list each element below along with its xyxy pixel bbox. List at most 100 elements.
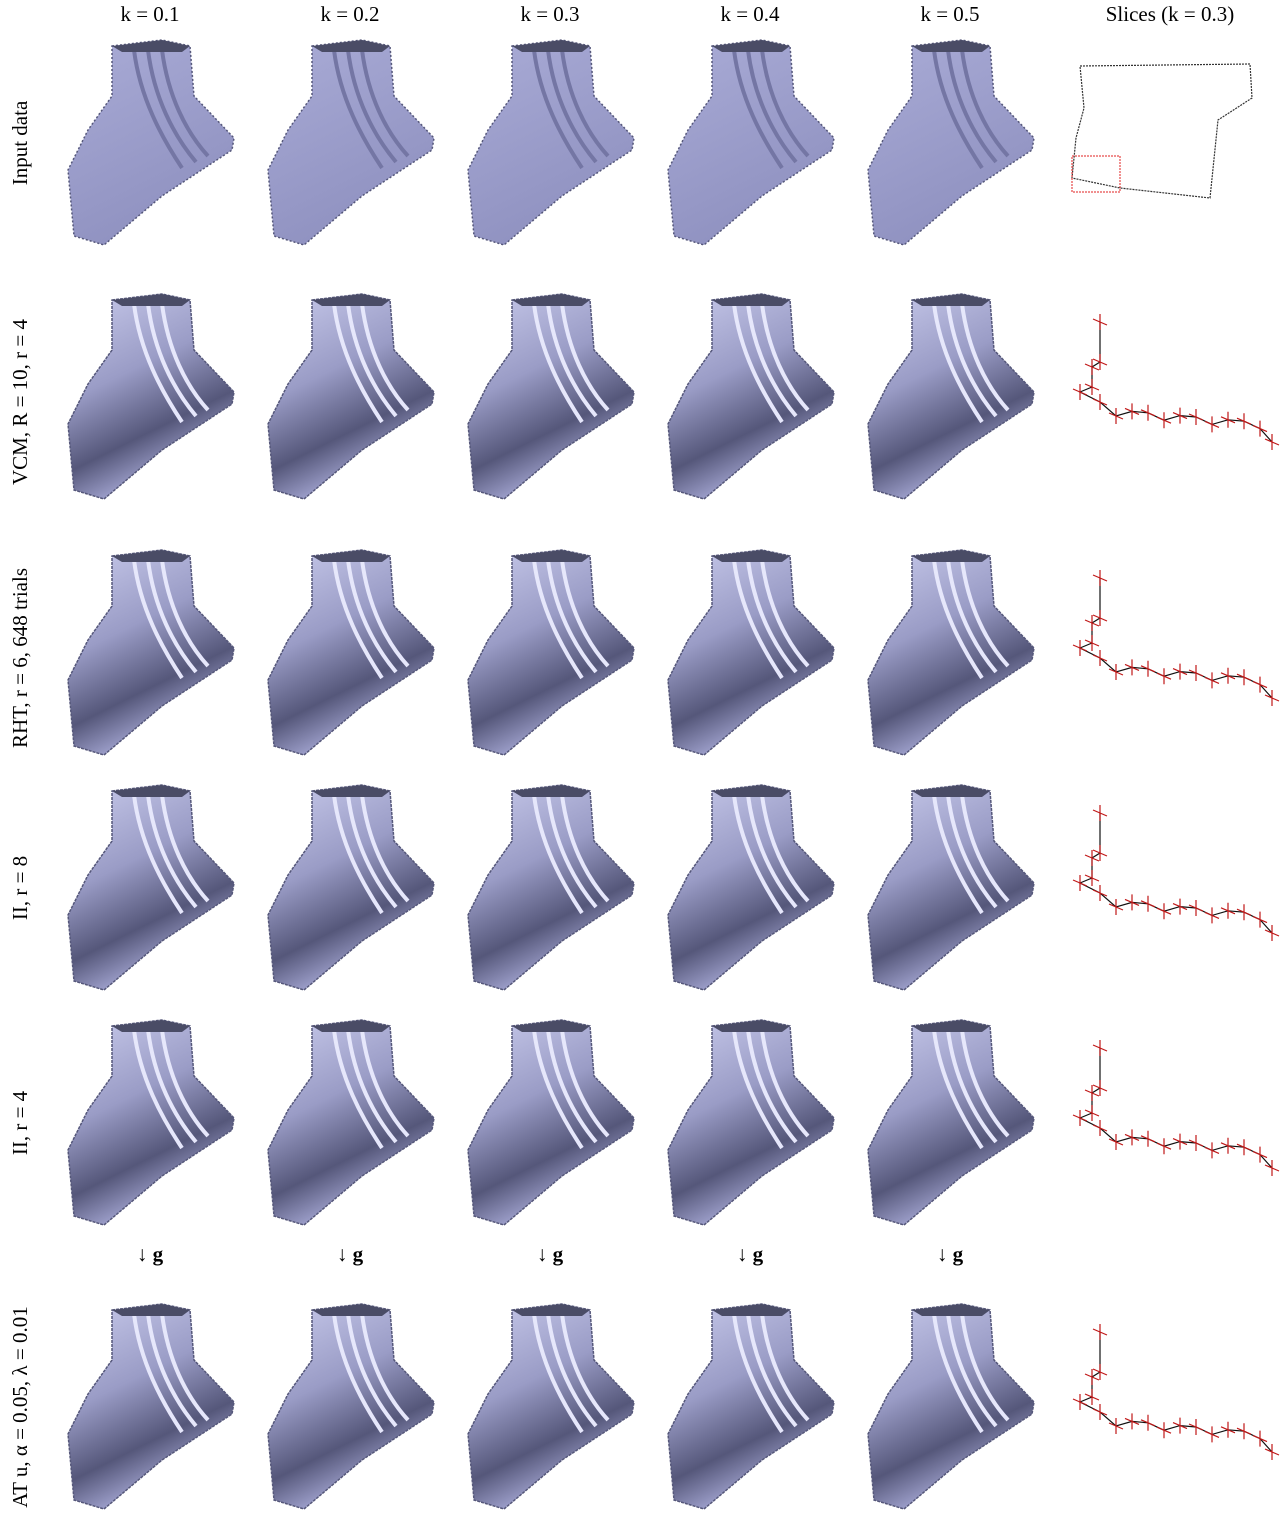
surface-top	[512, 550, 590, 562]
row-label: RHT, r = 6, 648 trials	[8, 568, 32, 748]
normal-tick	[1172, 1133, 1188, 1150]
rendered-surface	[667, 1019, 835, 1226]
surface-groove	[332, 559, 410, 680]
surface-top	[712, 1020, 790, 1032]
normal-tick	[1220, 1421, 1236, 1438]
rendered-surface	[667, 549, 835, 756]
arrow-label: ↓ g	[137, 1242, 164, 1266]
normal-tick	[1108, 408, 1124, 424]
normal-tick	[1264, 1444, 1280, 1460]
surface-groove	[532, 1029, 610, 1150]
normal-tick	[1072, 384, 1088, 400]
rendered-surface	[467, 784, 635, 991]
normal-tick	[1188, 900, 1204, 916]
normal-tick	[1108, 664, 1124, 680]
surface-groove	[132, 794, 210, 915]
normal-tick	[1204, 416, 1220, 433]
rendered-surface	[467, 39, 635, 246]
surface-groove	[332, 1029, 410, 1150]
normal-tick	[1084, 615, 1100, 631]
normal-tick	[1140, 895, 1156, 912]
normal-tick	[1264, 925, 1280, 941]
surface-groove	[332, 794, 410, 915]
surface-top	[912, 294, 990, 306]
normal-tick	[1084, 379, 1100, 395]
surface-groove	[332, 303, 410, 424]
surface-top	[112, 1020, 190, 1032]
normal-tick	[1084, 1369, 1100, 1385]
surface-top	[312, 550, 390, 562]
normal-tick	[1108, 899, 1124, 915]
normal-tick	[1204, 672, 1220, 689]
rendered-surface	[267, 784, 435, 991]
surface-groove	[532, 49, 610, 170]
surface-top	[712, 294, 790, 306]
normal-tick	[1108, 1418, 1124, 1434]
normal-tick	[1252, 1430, 1268, 1447]
slice-curve	[1078, 322, 1273, 443]
arrow-label: ↓ g	[337, 1242, 364, 1266]
normal-tick	[1072, 640, 1088, 656]
normal-tick	[1092, 1324, 1108, 1340]
slice-curve	[1078, 1332, 1273, 1453]
row-label: Input data	[8, 100, 32, 185]
normal-tick	[1084, 1085, 1100, 1101]
normal-tick	[1140, 1414, 1156, 1431]
rendered-surface	[867, 784, 1035, 991]
surface-groove	[932, 303, 1010, 424]
rendered-surface	[467, 1303, 635, 1510]
surface-top	[712, 550, 790, 562]
slice-curve	[1078, 1048, 1273, 1169]
normal-tick	[1220, 1137, 1236, 1154]
column-header: Slices (k = 0.3)	[1106, 2, 1235, 26]
normal-tick	[1252, 676, 1268, 693]
normal-tick	[1084, 1389, 1100, 1405]
surface-top	[112, 40, 190, 52]
normal-tick	[1264, 1160, 1280, 1176]
surface-top	[312, 785, 390, 797]
normal-tick	[1204, 1142, 1220, 1159]
normal-tick	[1188, 1419, 1204, 1435]
surface-groove	[132, 1029, 210, 1150]
normal-tick	[1092, 805, 1108, 821]
rendered-surface	[867, 1019, 1035, 1226]
arrow-label: ↓ g	[737, 1242, 764, 1266]
normal-tick	[1124, 1129, 1140, 1146]
normal-tick	[1084, 1105, 1100, 1121]
surface-groove	[732, 1029, 810, 1150]
normal-tick	[1156, 1422, 1172, 1439]
row-label: AT u, α = 0.05, λ = 0.01	[8, 1306, 32, 1507]
normal-tick	[1124, 403, 1140, 420]
rendered-surface	[667, 1303, 835, 1510]
normal-tick	[1092, 650, 1108, 666]
column-header: k = 0.1	[120, 2, 179, 26]
rendered-surface	[67, 39, 235, 246]
normal-tick	[1264, 434, 1280, 450]
surface-top	[912, 40, 990, 52]
normal-tick	[1156, 412, 1172, 429]
normal-tick	[1124, 1413, 1140, 1430]
column-header: k = 0.5	[920, 2, 979, 26]
column-header: k = 0.4	[720, 2, 780, 26]
slice-outline	[1071, 63, 1253, 199]
surface-top	[112, 785, 190, 797]
slice-curve	[1078, 813, 1273, 934]
rendered-surface	[867, 293, 1035, 500]
normal-tick	[1092, 1404, 1108, 1420]
surface-groove	[132, 49, 210, 170]
normal-tick	[1236, 1139, 1252, 1156]
normal-tick	[1236, 1423, 1252, 1440]
normal-tick	[1204, 907, 1220, 924]
normal-tick	[1124, 894, 1140, 911]
normal-tick	[1072, 1394, 1088, 1410]
surface-top	[512, 294, 590, 306]
rendered-surface	[667, 293, 835, 500]
normal-tick	[1092, 354, 1108, 370]
normal-tick	[1188, 409, 1204, 425]
normal-tick	[1236, 413, 1252, 430]
surface-shape	[267, 39, 435, 246]
normal-tick	[1084, 635, 1100, 651]
row-label: VCM, R = 10, r = 4	[8, 318, 32, 485]
surface-groove	[932, 1029, 1010, 1150]
